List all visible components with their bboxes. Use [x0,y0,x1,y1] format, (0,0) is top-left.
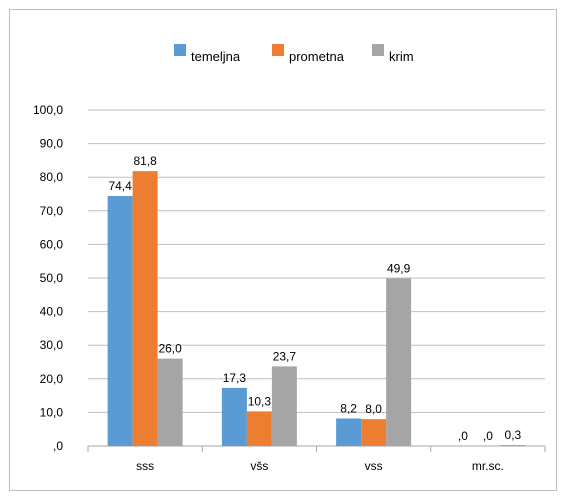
data-label: 23,7 [273,349,297,363]
legend-swatch-prometna [272,44,284,56]
y-tick-label: 10,0 [40,405,64,419]
x-tick-label: mr.sc. [472,459,504,473]
data-label: 10,3 [248,394,272,408]
bar-krim-všs [271,366,297,446]
x-tick-label: sss [136,459,154,473]
legend-label: temeljna [191,49,241,64]
data-label: 49,9 [387,261,411,275]
y-tick-label: 30,0 [40,338,64,352]
bar-krim-sss [157,358,183,446]
data-label: ,0 [458,429,468,443]
bar-temeljna-sss [107,196,133,446]
y-tick-label: 80,0 [40,170,64,184]
bar-temeljna-všs [221,387,247,446]
bar-krim-vss [386,278,412,446]
y-tick-label: 20,0 [40,372,64,386]
y-tick-label: 100,0 [33,103,63,117]
bar-prometna-sss [132,171,158,447]
data-label: 0,3 [505,428,522,442]
y-tick-label: 50,0 [40,271,64,285]
bar-krim-mr.sc. [500,444,526,446]
data-label: 8,2 [340,401,357,415]
bar-prometna-vss [361,419,387,446]
x-tick-label: všs [250,459,268,473]
y-tick-label: 90,0 [40,137,64,151]
y-tick-label: 40,0 [40,305,64,319]
y-tick-label: 70,0 [40,204,64,218]
data-label: ,0 [483,429,493,443]
data-label: 81,8 [133,154,157,168]
legend-label: krim [389,49,414,64]
legend-swatch-temeljna [174,44,186,56]
data-label: 74,4 [108,179,132,193]
legend-swatch-krim [372,44,384,56]
legend-label: prometna [289,49,345,64]
y-tick-label: 60,0 [40,237,64,251]
data-label: 26,0 [158,342,182,356]
bar-temeljna-vss [336,418,362,446]
x-tick-label: vss [365,459,383,473]
bar-prometna-všs [246,411,272,446]
data-label: 17,3 [223,371,247,385]
data-label: 8,0 [365,402,382,416]
y-tick-label: ,0 [53,439,63,453]
